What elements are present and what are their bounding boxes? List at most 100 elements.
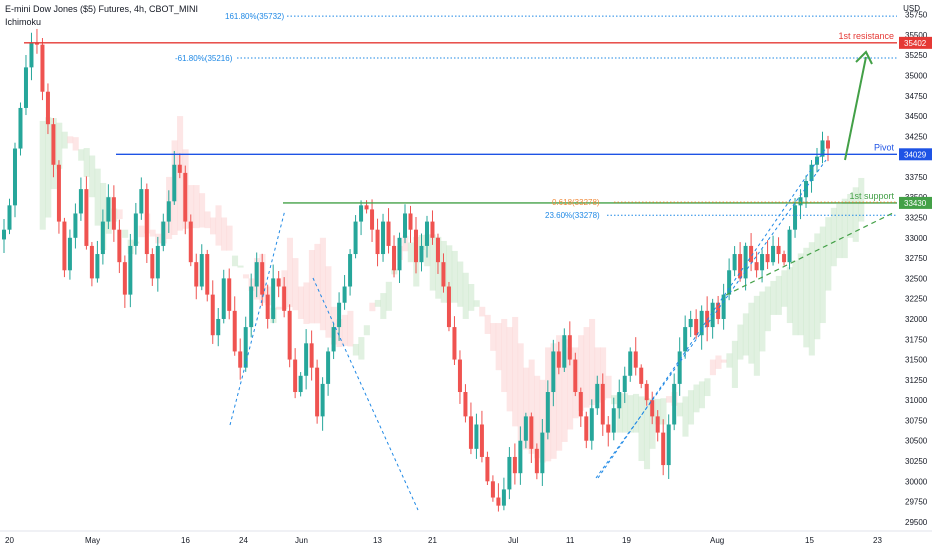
candle — [194, 253, 199, 300]
candle — [364, 200, 369, 214]
candle-body — [562, 335, 567, 368]
candle — [172, 150, 177, 205]
candle — [507, 447, 512, 500]
cloud-segment — [83, 148, 90, 177]
candle — [304, 329, 309, 390]
cloud-segment — [775, 275, 782, 315]
candle — [386, 208, 391, 254]
candle — [776, 237, 781, 264]
candle — [216, 308, 221, 347]
candle-body — [326, 351, 331, 384]
candle — [551, 339, 556, 407]
y-tick-label: 35750 — [905, 11, 928, 20]
candle-body — [650, 400, 655, 417]
candle-body — [776, 245, 781, 255]
y-tick-label: 34250 — [905, 132, 928, 141]
candle-body — [490, 481, 495, 498]
cloud-segment — [561, 339, 568, 442]
candle — [408, 205, 413, 243]
candle — [749, 233, 754, 272]
cloud-segment — [72, 137, 79, 151]
cloud-segment — [369, 302, 376, 312]
y-tick-label: 35500 — [905, 31, 928, 40]
cloud-segment — [242, 274, 250, 279]
candle-body — [765, 254, 770, 263]
cloud-segment — [715, 355, 722, 369]
level-label: 1st support — [849, 191, 894, 201]
cloud-segment — [720, 359, 727, 363]
candle — [375, 218, 380, 267]
candle-body — [683, 327, 688, 352]
candle-body — [435, 237, 440, 263]
candle — [150, 248, 155, 286]
cloud-segment — [605, 375, 612, 399]
y-tick-label: 30250 — [905, 457, 928, 466]
candle-body — [529, 416, 534, 449]
cloud-segment — [149, 229, 156, 237]
projection-arrow — [844, 56, 867, 161]
candle — [271, 264, 276, 324]
cloud-segment — [638, 396, 645, 462]
candle — [452, 316, 457, 365]
cloud-segment — [122, 229, 129, 238]
candle-body — [51, 124, 56, 165]
candle-body — [386, 221, 391, 246]
candle-body — [161, 221, 166, 246]
cloud-segment — [687, 390, 695, 425]
candle-body — [260, 262, 265, 295]
price-tag-text: 33430 — [904, 199, 927, 208]
cloud-segment — [830, 207, 837, 267]
cloud-segment — [512, 316, 519, 427]
candle — [320, 377, 325, 431]
candle — [359, 200, 364, 236]
candle-body — [677, 351, 682, 384]
candle — [446, 281, 451, 332]
cloud-segment — [704, 378, 711, 397]
candle-body — [133, 213, 138, 246]
candle — [622, 366, 627, 404]
price-tag-text: 35402 — [904, 39, 927, 48]
candle-body — [29, 43, 34, 68]
candle-body — [216, 318, 221, 336]
candle-body — [12, 148, 17, 206]
candle-body — [512, 456, 517, 474]
candle-body — [622, 375, 627, 393]
cloud-segment — [402, 235, 409, 252]
candle — [419, 233, 424, 272]
candle-body — [73, 213, 78, 238]
y-tick-label: 32000 — [905, 315, 928, 324]
candle — [430, 210, 435, 245]
cloud-segment — [528, 359, 535, 454]
price-tag: 33430 — [899, 196, 932, 209]
candle-body — [78, 189, 83, 214]
candle — [798, 189, 803, 220]
candle — [573, 352, 578, 397]
cloud-segment — [67, 136, 74, 144]
candle — [238, 338, 243, 380]
cloud-segment — [781, 270, 788, 307]
levels-and-trendlines: 1st resistance Pivot 1st support 161.80%(35… — [24, 12, 897, 511]
y-tick-label: 31000 — [905, 396, 928, 405]
cloud-segment — [506, 327, 513, 412]
candle-body — [227, 278, 232, 311]
candle-body — [221, 278, 226, 319]
cloud-segment — [429, 234, 436, 291]
candle — [490, 475, 495, 502]
candle — [787, 226, 792, 270]
candle-body — [111, 197, 116, 230]
cloud-segment — [534, 375, 541, 459]
candle-body — [617, 392, 622, 409]
candle-body — [738, 254, 743, 279]
indicator-label: Ichimoku — [5, 17, 42, 27]
fib-label: 0.618(33278) — [552, 198, 600, 207]
cloud-segment — [676, 402, 684, 417]
candle-body — [705, 310, 710, 328]
candle-body — [633, 351, 638, 368]
y-tick-label: 31250 — [905, 376, 928, 385]
x-tick-label: 19 — [622, 536, 631, 545]
cloud-segment — [325, 266, 332, 338]
candle — [463, 384, 468, 423]
y-tick-label: 34500 — [905, 112, 928, 121]
